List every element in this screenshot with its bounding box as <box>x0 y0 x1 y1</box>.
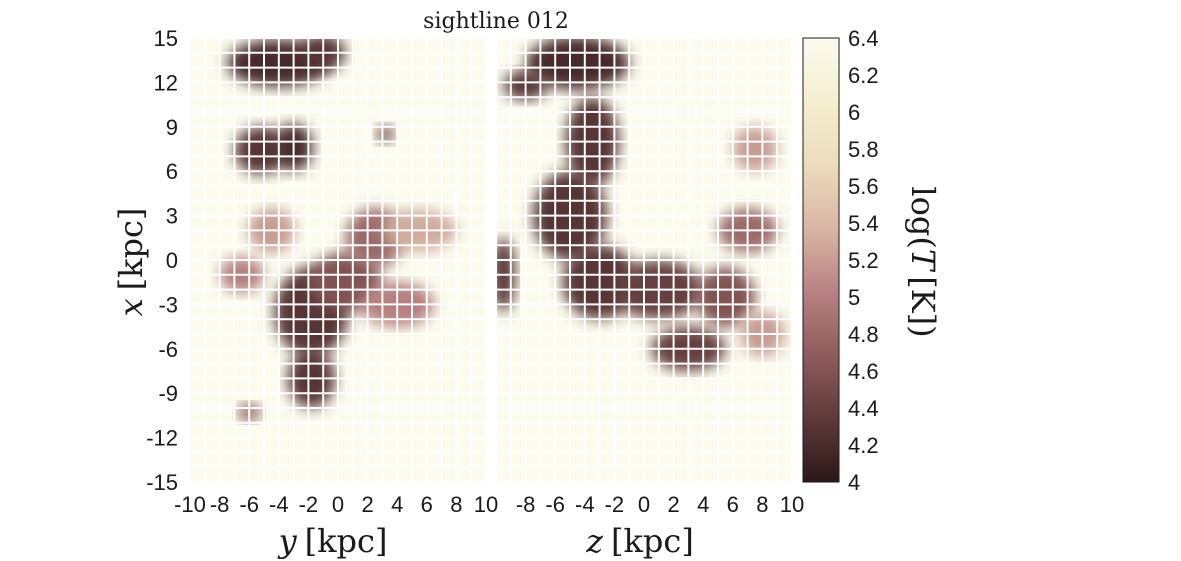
x-tick-label: -8 <box>516 492 536 517</box>
left-y-axis-var: x <box>112 298 150 316</box>
colorbar-tick-label: 5.8 <box>848 137 879 162</box>
x-tick-label: -6 <box>545 492 565 517</box>
x-tick-label: 0 <box>638 492 650 517</box>
colorbar-tick-label: 4.6 <box>848 359 879 384</box>
y-tick-label: 3 <box>166 204 178 229</box>
left-y-axis-label: x [kpc] <box>112 208 150 317</box>
y-tick-label: 6 <box>166 159 178 184</box>
x-tick-label: 10 <box>474 492 498 517</box>
colorbar-tick-label: 4.4 <box>848 396 879 421</box>
x-tick-label: 0 <box>332 492 344 517</box>
x-tick-label: -2 <box>299 492 319 517</box>
colorbar-gradient <box>802 37 840 483</box>
left-x-axis-label: y [kpc] <box>277 522 388 560</box>
cold-region-left-2 <box>234 126 288 175</box>
x-tick-label: -4 <box>269 492 289 517</box>
right-x-tick-labels: -8 -6 -4 -2 0 2 4 6 8 10 <box>516 492 804 517</box>
cold-region-right-24 <box>732 126 778 172</box>
colorbar-tick-labels: 6.4 6.2 6 5.8 5.6 5.4 5.2 5 4.8 4.6 4.4 4.2 4 <box>848 26 879 495</box>
colorbar-tick-label: 5 <box>848 285 860 310</box>
colorbar-tick-label: 6.2 <box>848 63 879 88</box>
x-tick-label: 4 <box>697 492 709 517</box>
x-tick-label: -10 <box>174 492 206 517</box>
left-y-axis-unit: [kpc] <box>112 208 150 291</box>
x-tick-label: 2 <box>361 492 373 517</box>
x-tick-label: 8 <box>450 492 462 517</box>
x-tick-label: -2 <box>605 492 625 517</box>
colorbar: 6.4 6.2 6 5.8 5.6 5.4 5.2 5 4.8 4.6 4.4 4.2 4 log(T [… <box>802 26 942 495</box>
colorbar-tick-label: 6.4 <box>848 26 879 51</box>
right-panel <box>495 37 793 483</box>
y-tick-label: 0 <box>166 248 178 273</box>
x-tick-label: 8 <box>756 492 768 517</box>
colorbar-label-prefix: log <box>904 186 942 236</box>
right-x-axis-label: z [kpc] <box>585 522 694 560</box>
colorbar-label: log(T [K]) <box>904 186 942 337</box>
colorbar-tick-label: 4.8 <box>848 322 879 347</box>
colorbar-tick-label: 5.4 <box>848 211 879 236</box>
left-panel-grid <box>189 37 487 483</box>
right-panel-grid <box>495 37 793 483</box>
left-x-tick-labels: -10 -8 -6 -4 -2 0 2 4 6 8 10 <box>174 492 498 517</box>
colorbar-tick-label: 5.2 <box>848 248 879 273</box>
x-tick-label: 6 <box>727 492 739 517</box>
cold-region-left-12 <box>376 125 395 144</box>
y-tick-label: -3 <box>158 292 178 317</box>
right-x-axis-var: z <box>585 522 604 560</box>
colorbar-label-open: ( <box>904 236 942 248</box>
colorbar-tick-label: 5.6 <box>848 174 879 199</box>
chart-title: sightline 012 <box>423 9 569 34</box>
y-tick-label: -12 <box>146 426 178 451</box>
colorbar-tick-label: 4 <box>848 470 860 495</box>
colorbar-tick-label: 6 <box>848 100 860 125</box>
colorbar-label-unit: [K] <box>904 276 942 325</box>
left-x-axis-var: y <box>277 522 298 560</box>
x-tick-label: -4 <box>575 492 595 517</box>
colorbar-label-var: T <box>904 249 942 273</box>
x-tick-label: 4 <box>391 492 403 517</box>
cold-region-right-21 <box>695 267 756 327</box>
x-tick-label: 6 <box>421 492 433 517</box>
y-tick-label: 15 <box>154 26 178 51</box>
right-x-axis-unit: [kpc] <box>611 522 694 560</box>
y-tick-label: 9 <box>166 115 178 140</box>
y-tick-label: -9 <box>158 381 178 406</box>
y-tick-label: -6 <box>158 337 178 362</box>
cold-region-right-14 <box>525 38 630 90</box>
colorbar-label-close: ) <box>904 325 942 337</box>
x-tick-label: -6 <box>239 492 259 517</box>
colorbar-tick-label: 4.2 <box>848 433 879 458</box>
x-tick-label: -8 <box>210 492 230 517</box>
left-y-tick-labels: 15 12 9 6 3 0 -3 -6 -9 -12 -15 <box>146 26 178 495</box>
x-tick-label: 10 <box>780 492 804 517</box>
left-x-axis-unit: [kpc] <box>305 522 388 560</box>
y-tick-label: 12 <box>154 70 178 95</box>
left-panel <box>189 37 487 483</box>
x-tick-label: 2 <box>667 492 679 517</box>
y-tick-label: -15 <box>146 470 178 495</box>
